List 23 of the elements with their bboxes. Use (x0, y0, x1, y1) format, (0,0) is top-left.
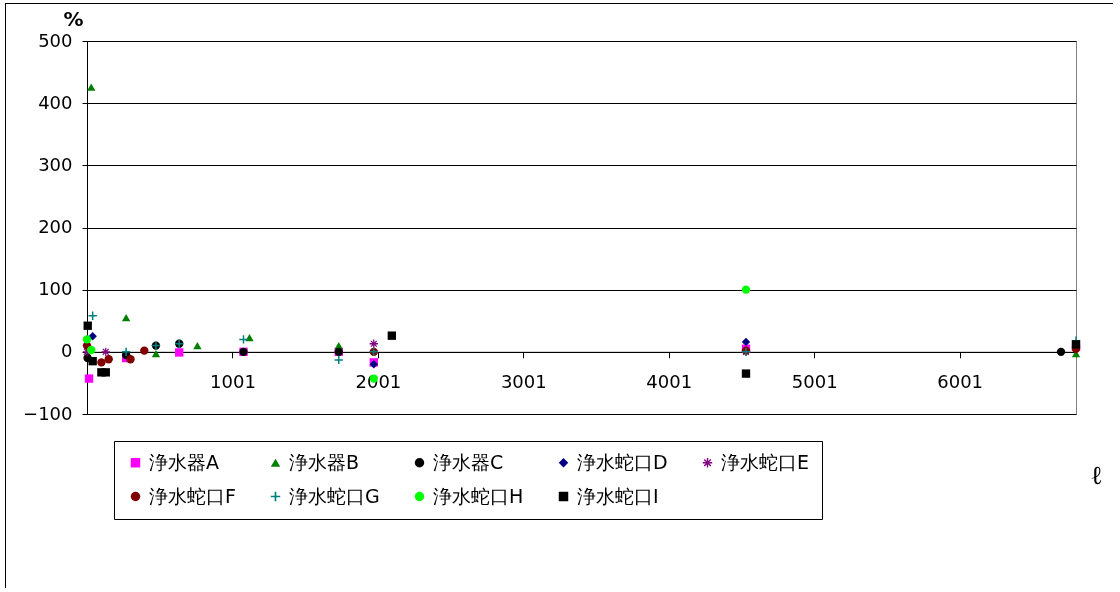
legend-label: 浄水蛇口G (289, 484, 380, 507)
x-tick-label: 6001 (937, 371, 984, 393)
y-tick-label: 100 (38, 278, 73, 300)
y-tick-label: 400 (38, 91, 73, 113)
legend-label: 浄水器A (149, 450, 219, 473)
y-tick-label: 300 (38, 153, 73, 175)
x-tick-label: 3001 (500, 371, 547, 393)
x-tick-label: 1001 (210, 371, 256, 393)
y-tick-label: 0 (61, 340, 73, 362)
x-axis-title: ℓ (1090, 459, 1103, 490)
x-tick-label: 4001 (646, 371, 693, 393)
y-tick-label: 200 (38, 216, 73, 237)
legend-label: 浄水蛇口I (577, 484, 659, 507)
y-tick-label: −100 (23, 402, 73, 424)
y-axis-title: % (63, 6, 84, 31)
y-tick-label: 500 (38, 29, 73, 51)
legend-label: 浄水蛇口H (433, 484, 524, 507)
legend-label: 浄水器C (433, 450, 504, 473)
legend-label: 浄水蛇口E (721, 450, 810, 473)
legend-label: 浄水蛇口F (149, 484, 236, 507)
legend-label: 浄水蛇口D (577, 450, 668, 473)
x-tick-label: 5001 (791, 371, 838, 393)
legend-label: 浄水器B (289, 450, 360, 473)
